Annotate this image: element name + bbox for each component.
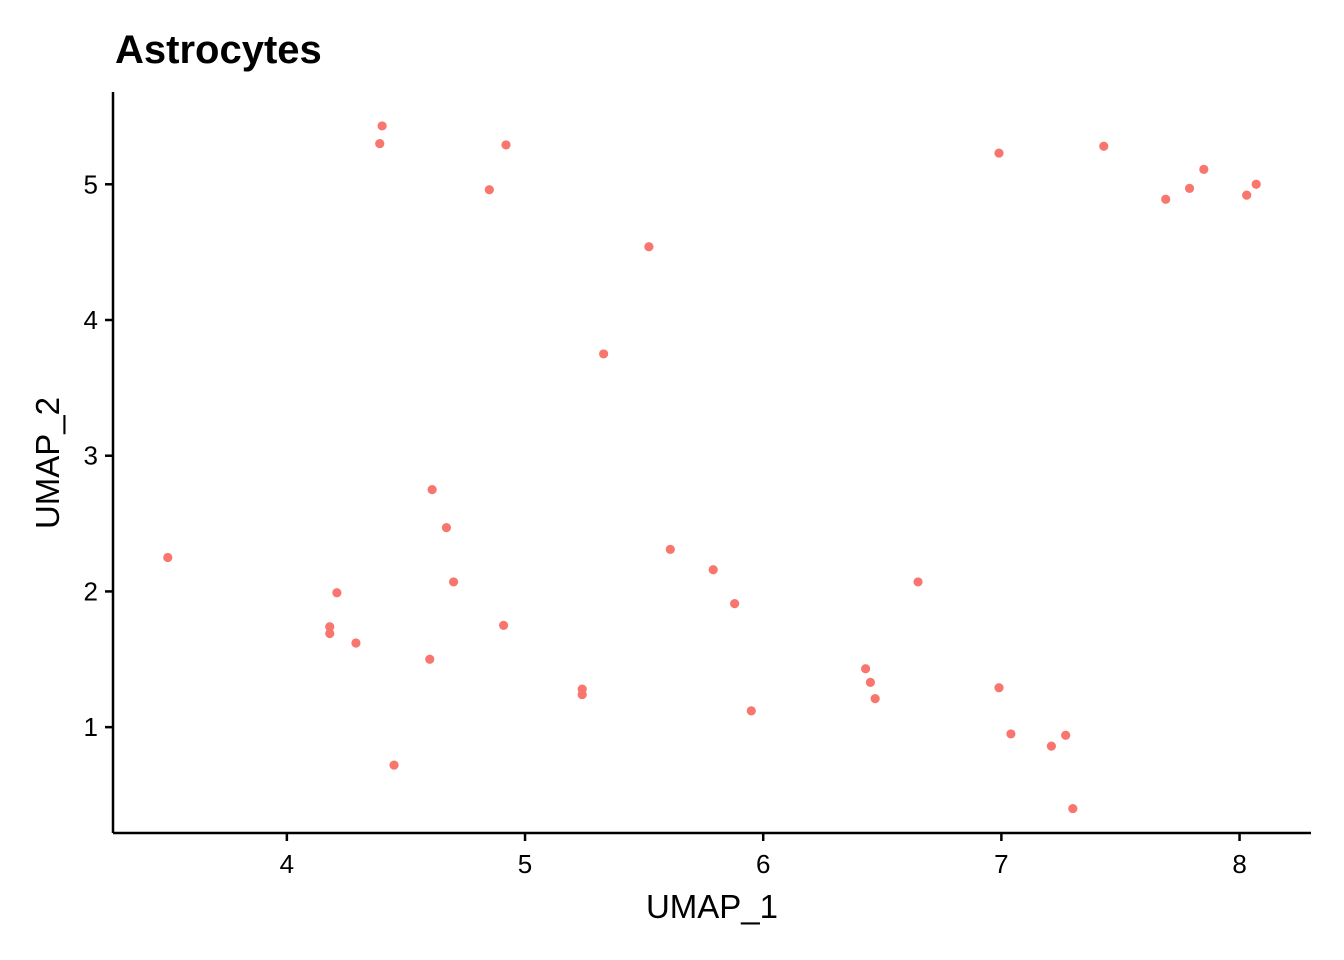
x-tick-label-4: 4: [280, 849, 294, 879]
x-tick-label-7: 7: [994, 849, 1008, 879]
data-point-19: [325, 628, 335, 639]
x-tick-label-8: 8: [1232, 849, 1246, 879]
data-point-4: [644, 242, 654, 252]
data-point-31: [861, 664, 871, 674]
y-ticks: 1 2 3 4 5: [84, 169, 113, 742]
y-axis-title: UMAP_2: [29, 397, 66, 529]
data-point-20: [351, 638, 361, 648]
y-tick-label-1: 1: [84, 712, 98, 742]
data-point-0: [377, 121, 387, 131]
data-point-1: [375, 138, 385, 149]
points-layer: [163, 121, 1261, 814]
data-point-11: [1242, 190, 1252, 200]
data-point-3: [484, 185, 494, 195]
y-tick-label-2: 2: [84, 576, 98, 606]
x-axis-title: UMAP_1: [646, 888, 778, 925]
data-point-10: [1161, 194, 1171, 204]
data-point-13: [163, 552, 173, 563]
data-point-14: [427, 485, 437, 495]
data-point-17: [332, 588, 342, 598]
x-ticks: 4 5 6 7 8: [280, 833, 1247, 879]
data-point-5: [599, 349, 609, 359]
x-tick-label-6: 6: [756, 849, 770, 879]
data-point-21: [499, 620, 509, 630]
y-tick-label-4: 4: [84, 305, 98, 335]
data-point-25: [577, 689, 587, 700]
y-tick-label-3: 3: [84, 441, 98, 471]
data-point-8: [1199, 164, 1209, 174]
data-point-15: [441, 523, 452, 533]
data-point-32: [865, 677, 875, 687]
data-point-27: [708, 565, 718, 575]
data-point-2: [501, 140, 511, 150]
data-point-29: [746, 706, 756, 716]
data-point-7: [1099, 141, 1109, 151]
x-tick-label-5: 5: [518, 849, 532, 879]
data-point-37: [1061, 730, 1071, 740]
data-point-9: [1184, 183, 1195, 193]
data-point-33: [870, 694, 880, 704]
chart-title: Astrocytes: [115, 28, 322, 72]
data-point-28: [730, 599, 740, 609]
data-point-22: [425, 654, 435, 664]
data-point-12: [1251, 179, 1261, 189]
data-point-36: [1046, 741, 1056, 751]
data-point-34: [994, 683, 1004, 693]
data-point-30: [913, 577, 923, 587]
data-point-38: [1068, 803, 1078, 814]
data-point-26: [665, 544, 675, 554]
y-tick-label-5: 5: [84, 169, 98, 199]
data-point-16: [448, 577, 459, 587]
data-point-23: [389, 760, 399, 770]
data-point-35: [1006, 729, 1016, 739]
data-point-18: [325, 622, 335, 632]
data-point-6: [994, 148, 1004, 158]
